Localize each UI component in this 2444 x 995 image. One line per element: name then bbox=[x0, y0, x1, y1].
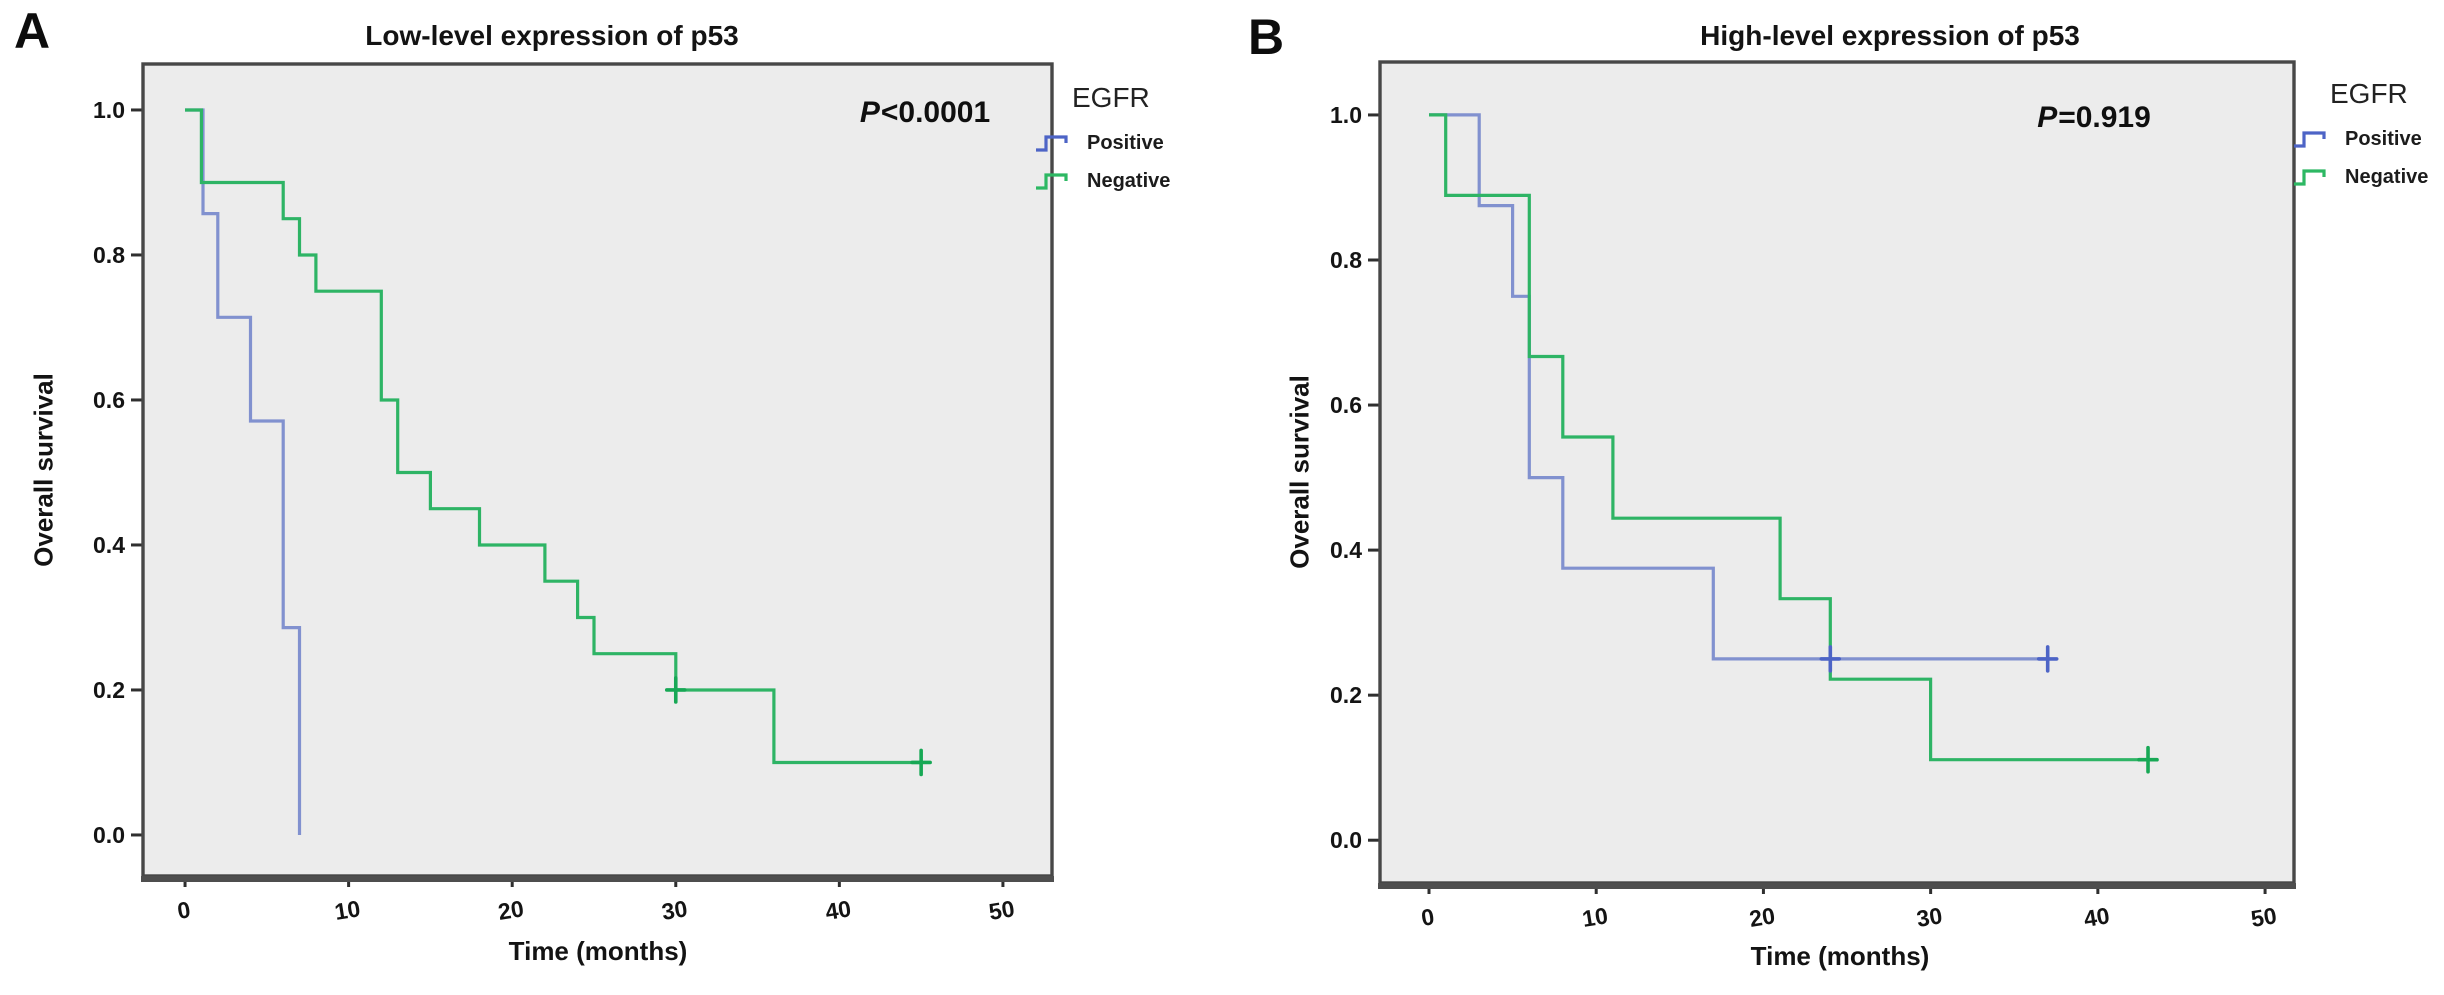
km-curve-negative bbox=[1429, 113, 2148, 762]
km-step-icon bbox=[2294, 169, 2326, 186]
legend-item-negative: Negative bbox=[1034, 168, 1170, 194]
p-value: P<0.0001 bbox=[860, 96, 990, 130]
y-tick-label: 0.6 bbox=[93, 387, 125, 413]
km-step-icon bbox=[1036, 135, 1068, 152]
chart-title: Low-level expression of p53 bbox=[365, 20, 739, 51]
km-curve-positive bbox=[1429, 113, 2048, 661]
x-tick-label: 30 bbox=[1915, 902, 1944, 932]
x-tick-label: 0 bbox=[175, 896, 192, 924]
y-tick-label: 0.2 bbox=[93, 677, 125, 703]
x-tick-label: 10 bbox=[333, 895, 362, 925]
y-tick-label: 0.6 bbox=[1330, 392, 1362, 418]
x-tick-label: 50 bbox=[2249, 902, 2278, 932]
legend-title: EGFR bbox=[2330, 78, 2408, 109]
x-tick-label: 20 bbox=[1748, 902, 1777, 932]
y-tick-label: 0.0 bbox=[1330, 827, 1362, 853]
legend: EGFR Positive Negative bbox=[1034, 82, 1170, 206]
p-value-symbol: P bbox=[859, 96, 880, 129]
x-tick-label: 40 bbox=[823, 895, 852, 925]
x-axis-label: Time (months) bbox=[508, 936, 688, 966]
y-tick-label: 0.8 bbox=[1330, 247, 1362, 273]
km-step-icon bbox=[2294, 131, 2326, 148]
legend-item-positive: Positive bbox=[2292, 126, 2428, 152]
legend-label: Positive bbox=[1087, 131, 1164, 154]
km-plot-high-p53: 0.0 0.2 0.4 0.6 0.8 1.0 0 10 20 30 40 50 bbox=[1330, 60, 2296, 932]
y-tick-label: 0.0 bbox=[93, 822, 125, 848]
km-curve-negative bbox=[185, 108, 922, 765]
x-tick-label: 50 bbox=[987, 895, 1016, 925]
y-axis-label: Overall survival bbox=[1284, 375, 1315, 569]
y-tick-label: 1.0 bbox=[93, 97, 125, 123]
legend-item-negative: Negative bbox=[2292, 164, 2428, 190]
panel-b: 0.0 0.2 0.4 0.6 0.8 1.0 0 10 20 30 40 50 B High-lev… bbox=[1222, 0, 2444, 995]
chart-title: High-level expression of p53 bbox=[1700, 20, 2080, 51]
p-value-symbol: P bbox=[2037, 101, 2058, 134]
plot-area bbox=[143, 64, 1052, 876]
y-tick-label: 1.0 bbox=[1330, 102, 1362, 128]
x-tick-label: 20 bbox=[496, 895, 525, 925]
y-tick-label: 0.2 bbox=[1330, 682, 1362, 708]
p-value-number: =0.919 bbox=[2058, 101, 2151, 134]
x-tick-label: 30 bbox=[660, 895, 689, 925]
x-tick-label: 0 bbox=[1419, 903, 1436, 931]
x-axis-label: Time (months) bbox=[1750, 941, 1930, 971]
x-tick-label: 10 bbox=[1580, 902, 1609, 932]
legend-label: Positive bbox=[2345, 127, 2422, 150]
legend-title: EGFR bbox=[1072, 82, 1150, 113]
km-plot-low-p53: 0.0 0.2 0.4 0.6 0.8 1.0 0 10 20 30 40 50 bbox=[93, 62, 1054, 925]
panel-letter: A bbox=[14, 3, 51, 59]
plot-area bbox=[1380, 62, 2294, 883]
y-axis-label: Overall survival bbox=[28, 373, 59, 567]
panel-letter: B bbox=[1248, 9, 1285, 65]
p-value: P=0.919 bbox=[2037, 101, 2151, 135]
legend-label: Negative bbox=[1087, 169, 1171, 192]
km-step-icon bbox=[1036, 173, 1068, 190]
legend: EGFR Positive Negative bbox=[2292, 78, 2428, 202]
y-tick-label: 0.4 bbox=[1330, 537, 1362, 563]
legend-label: Negative bbox=[2345, 165, 2429, 188]
p-value-number: <0.0001 bbox=[880, 96, 991, 129]
x-tick-label: 40 bbox=[2082, 902, 2111, 932]
y-tick-label: 0.4 bbox=[93, 532, 125, 558]
legend-item-positive: Positive bbox=[1034, 130, 1170, 156]
y-tick-label: 0.8 bbox=[93, 242, 125, 268]
panel-a: 0.0 0.2 0.4 0.6 0.8 1.0 0 10 20 30 40 50 A Low-leve… bbox=[14, 3, 1170, 966]
